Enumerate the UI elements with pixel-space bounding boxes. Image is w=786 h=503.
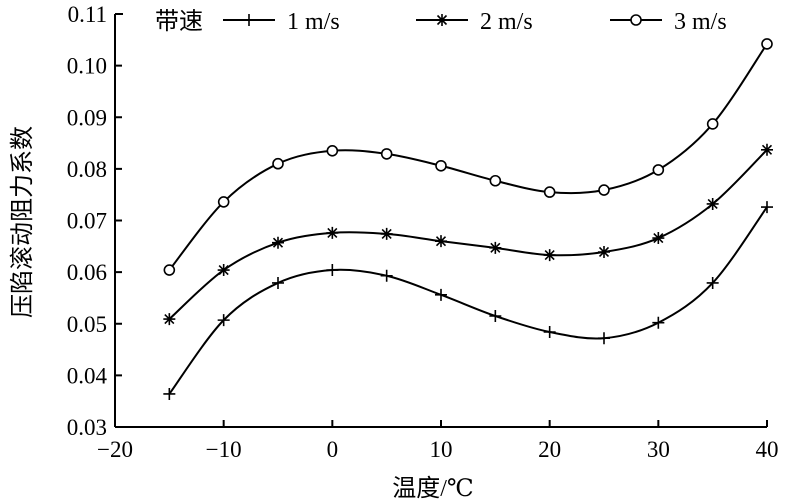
circle-marker [543, 186, 556, 198]
y-tick-label: 0.06 [67, 260, 107, 285]
legend-item: 3 m/s [610, 9, 727, 35]
asterisk-marker [761, 143, 773, 156]
x-tick-label: −10 [206, 437, 242, 462]
y-tick-label: 0.08 [67, 157, 107, 182]
plus-marker [326, 264, 339, 277]
asterisk-marker [598, 245, 610, 258]
asterisk-marker [435, 235, 447, 248]
circle-marker [706, 118, 719, 130]
series-line [168, 43, 768, 271]
y-tick-label: 0.10 [67, 54, 107, 79]
series-line [168, 149, 768, 320]
legend-title: 带速 [155, 8, 203, 35]
y-tick-label: 0.03 [67, 415, 107, 440]
plus-marker [706, 276, 719, 289]
legend-item: 2 m/s [416, 9, 533, 35]
circle-marker [326, 145, 339, 157]
asterisk-marker [380, 227, 393, 240]
x-tick-label: −20 [97, 437, 133, 462]
legend-label: 2 m/s [480, 9, 533, 35]
axes [114, 13, 768, 428]
circle-marker [630, 14, 642, 26]
asterisk-marker [272, 236, 284, 249]
y-tick-label: 0.05 [67, 312, 107, 337]
asterisk-marker [163, 313, 176, 326]
asterisk-marker [489, 241, 502, 254]
y-tick-label: 0.04 [67, 363, 108, 388]
x-tick-label: 0 [327, 437, 339, 462]
x-tick-label: 10 [430, 437, 453, 462]
plus-marker [243, 14, 255, 26]
plus-marker [435, 288, 447, 301]
plus-marker [272, 276, 284, 289]
x-tick-label: 20 [538, 437, 561, 462]
circle-marker [217, 196, 230, 208]
series-group [163, 38, 773, 400]
y-tick-label: 0.11 [68, 2, 107, 27]
circle-marker [163, 264, 176, 276]
series-2-m-s [163, 143, 773, 326]
circle-marker [435, 159, 447, 172]
asterisk-marker [543, 249, 556, 262]
plus-marker [489, 310, 502, 323]
circle-marker [598, 184, 610, 196]
y-tick-label: 0.07 [67, 209, 107, 234]
circle-marker [272, 157, 284, 170]
circle-marker [761, 38, 773, 50]
y-axis-label: 压陷滚动阻力系数 [9, 126, 36, 318]
plus-marker [217, 314, 230, 327]
series-3-m-s [163, 38, 773, 276]
x-tick-label: 40 [756, 437, 779, 462]
plus-marker [543, 326, 556, 339]
series-1-m-s [163, 201, 773, 400]
legend-label: 1 m/s [287, 9, 340, 35]
circle-marker [380, 148, 393, 160]
plus-marker [163, 387, 176, 400]
x-tick-label: 30 [647, 437, 670, 462]
plus-marker [652, 316, 665, 329]
asterisk-marker [217, 264, 230, 277]
tick-labels: 0.03 0.04 0.05 0.06 0.07 0.08 0.09 0.10 0.11 −20 −… [67, 2, 779, 462]
x-axis-label: 温度/℃ [392, 475, 474, 502]
legend: 带速 1 m/s 2 m/s 3 m/s [155, 8, 727, 35]
legend-label: 3 m/s [674, 9, 727, 35]
asterisk-marker [436, 14, 448, 26]
asterisk-marker [326, 226, 339, 239]
plus-marker [380, 269, 393, 282]
y-tick-label: 0.09 [67, 105, 107, 130]
circle-marker [652, 164, 665, 176]
circle-marker [489, 174, 502, 187]
legend-item: 1 m/s [223, 9, 340, 35]
asterisk-marker [706, 197, 719, 210]
plus-marker [761, 201, 773, 214]
asterisk-marker [652, 232, 665, 245]
plus-marker [598, 332, 610, 345]
series-line [168, 206, 768, 395]
